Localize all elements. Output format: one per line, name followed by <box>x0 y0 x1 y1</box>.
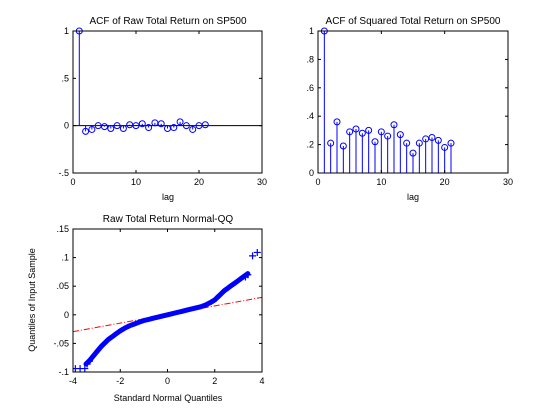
acf-raw-stem-marker <box>157 120 165 128</box>
qq-title: Raw Total Return Normal-QQ <box>103 214 234 225</box>
acf-sq-stem-marker <box>447 139 455 147</box>
acf-sq-stem-marker <box>441 143 449 151</box>
qq-ytick-label: .1 <box>61 253 69 263</box>
acf-raw-stem-marker <box>189 125 197 133</box>
acf-raw-marks <box>73 27 262 135</box>
qq-ytick-label: -.05 <box>53 338 69 348</box>
qq-point <box>81 365 89 372</box>
acf-sq-stem-marker <box>422 135 430 143</box>
acf-sq-axes-box <box>317 30 509 174</box>
qq-xtick-label: -4 <box>69 376 77 386</box>
qq-point <box>249 252 257 260</box>
acf-raw-panel: ACF of Raw Total Return on SP500 0 10 20 30… <box>58 16 267 202</box>
qq-ticks: -4 -2 0 2 4 -.1 -.05 0 .05 .1 .15 <box>53 224 264 386</box>
acf-sq-xtick-label: 10 <box>376 177 386 187</box>
acf-raw-stem-marker <box>82 127 90 135</box>
qq-xlabel: Standard Normal Quantiles <box>114 393 223 403</box>
qq-xtick-label: 2 <box>212 376 217 386</box>
acf-sq-stem-marker <box>358 129 366 137</box>
acf-raw-xlabel: lag <box>162 192 174 202</box>
acf-sq-ytick-label: 0 <box>309 168 314 178</box>
qq-ytick-label: .05 <box>56 281 69 291</box>
acf-raw-ytick-label: 1 <box>64 26 69 36</box>
qq-xtick-label: 4 <box>259 376 264 386</box>
qq-point <box>253 248 261 256</box>
acf-sq-xtick-label: 0 <box>315 177 320 187</box>
acf-raw-stem-marker <box>132 122 140 130</box>
acf-raw-xtick-label: 20 <box>194 177 204 187</box>
acf-sq-stem-marker <box>327 139 335 147</box>
qq-sample-points-band <box>83 271 251 367</box>
acf-sq-xlabel: lag <box>407 192 419 202</box>
qq-xtick-label: -2 <box>116 376 124 386</box>
acf-sq-stem-marker <box>339 142 347 150</box>
acf-sq-stem-marker <box>377 128 385 136</box>
acf-raw-stem-marker <box>201 121 209 129</box>
acf-sq-stem-marker <box>390 121 398 129</box>
acf-raw-stem-marker <box>113 122 121 130</box>
acf-sq-xtick-label: 20 <box>440 177 450 187</box>
acf-raw-stem-marker <box>88 125 96 133</box>
acf-raw-xtick-label: 10 <box>131 177 141 187</box>
acf-sq-stem-marker <box>396 131 404 139</box>
qq-ytick-label: -.1 <box>58 367 69 377</box>
qq-point <box>86 357 94 365</box>
acf-raw-stem-marker <box>170 124 178 132</box>
acf-sq-panel: ACF of Squared Total Return on SP500 0 10… <box>306 16 513 202</box>
acf-sq-stem-marker <box>384 132 392 140</box>
acf-raw-stem-marker <box>182 122 190 130</box>
acf-raw-stem-marker <box>107 125 115 133</box>
acf-raw-ytick-label: 0 <box>64 121 69 131</box>
acf-sq-ytick-label: .8 <box>306 54 314 64</box>
acf-raw-xtick-label: 0 <box>70 177 75 187</box>
acf-raw-stem-marker <box>145 124 153 132</box>
acf-sq-stem-marker <box>346 128 354 136</box>
acf-raw-ytick-label: .5 <box>61 73 69 83</box>
qq-ylabel: Quantiles of Input Sample <box>27 248 37 352</box>
qq-axes-box <box>72 228 263 373</box>
acf-sq-stem-marker <box>371 138 379 146</box>
acf-sq-stem-marker <box>352 125 360 133</box>
acf-raw-stem-marker <box>138 120 146 128</box>
qq-ytick-label: .15 <box>56 224 69 234</box>
acf-sq-ytick-label: .2 <box>306 140 314 150</box>
acf-sq-stem-marker <box>434 136 442 144</box>
acf-sq-stem-marker <box>428 134 436 141</box>
acf-sq-stem-marker <box>415 139 423 147</box>
qq-point <box>244 271 252 279</box>
acf-raw-ytick-label: -.5 <box>58 168 69 178</box>
acf-sq-ytick-label: .6 <box>306 83 314 93</box>
acf-raw-stem-marker <box>176 118 184 126</box>
acf-sq-stem-marker <box>333 118 341 126</box>
qq-panel: Raw Total Return Normal-QQ -4 -2 0 2 4 -.1 -.0… <box>27 214 265 403</box>
acf-sq-xtick-label: 30 <box>503 177 513 187</box>
acf-raw-axes-box <box>72 30 263 174</box>
qq-ytick-label: 0 <box>64 310 69 320</box>
acf-raw-title: ACF of Raw Total Return on SP500 <box>89 16 247 27</box>
acf-sq-stem-marker <box>409 149 417 157</box>
acf-sq-ytick-label: 1 <box>309 26 314 36</box>
acf-sq-stem-marker <box>403 139 411 147</box>
acf-sq-marks <box>318 27 508 174</box>
qq-xtick-label: 0 <box>165 376 170 386</box>
acf-sq-ytick-label: .4 <box>306 111 314 121</box>
acf-raw-xtick-label: 30 <box>257 177 267 187</box>
acf-sq-title: ACF of Squared Total Return on SP500 <box>326 16 501 27</box>
acf-raw-stem-marker <box>119 125 127 133</box>
acf-sq-stem-marker <box>365 126 373 134</box>
qq-marks <box>73 248 262 372</box>
qq-plot-area <box>73 248 262 372</box>
acf-raw-stem-marker <box>101 123 108 131</box>
